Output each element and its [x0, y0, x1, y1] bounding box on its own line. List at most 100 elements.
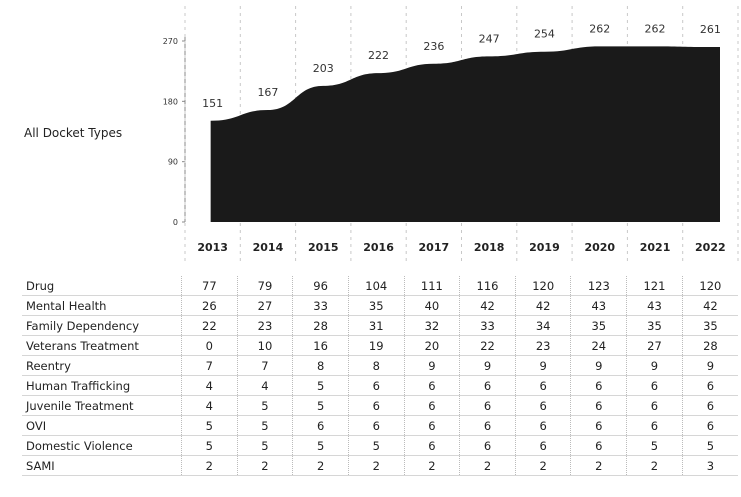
table-cell: 43: [570, 295, 627, 316]
table-cell: 6: [681, 415, 738, 436]
data-label: 203: [313, 62, 334, 75]
table-cell: 23: [514, 335, 571, 356]
table-cell: 24: [570, 335, 627, 356]
table-cell: 6: [403, 415, 460, 436]
table-cell: 42: [681, 295, 738, 316]
x-tick-label: 2016: [363, 241, 394, 254]
table-cell: 8: [347, 355, 405, 376]
x-tick-label: 2017: [419, 241, 450, 254]
table-cell: 5: [236, 415, 293, 436]
table-cell: 16: [292, 335, 349, 356]
table-cell: 22: [181, 315, 238, 336]
data-labels: 151 167 203 222 236 247 254 262 262 261: [202, 22, 721, 109]
table-cell: 32: [403, 315, 460, 336]
table-cell: 6: [347, 415, 405, 436]
data-label: 247: [479, 32, 500, 45]
x-tick-label: 2020: [584, 241, 615, 254]
table-cell: 23: [236, 315, 293, 336]
data-label: 236: [423, 40, 444, 53]
table-cell: 4: [181, 375, 238, 396]
table-cell: 0: [181, 335, 238, 356]
table-cell: 120: [681, 276, 738, 296]
row-label: SAMI: [22, 455, 182, 476]
row-label: Family Dependency: [22, 315, 182, 336]
table-row: Human Trafficking 4 4 5 6 6 6 6 6 6 6: [22, 375, 738, 396]
table-cell: 9: [570, 355, 627, 376]
table-cell: 35: [347, 295, 405, 316]
table-cell: 35: [570, 315, 627, 336]
table-cell: 5: [181, 435, 238, 456]
table-row: Juvenile Treatment 4 5 5 6 6 6 6 6 6 6: [22, 395, 738, 416]
table-row: Domestic Violence 5 5 5 5 6 6 6 6 5 5: [22, 435, 738, 456]
y-axis: 0 90 180 270: [163, 37, 186, 227]
table-cell: 5: [626, 435, 683, 456]
table-cell: 27: [236, 295, 293, 316]
table-cell: 19: [347, 335, 405, 356]
table-cell: 2: [514, 455, 571, 476]
table-cell: 7: [236, 355, 293, 376]
table-cell: 9: [403, 355, 460, 376]
table-cell: 33: [459, 315, 516, 336]
table-cell: 5: [681, 435, 738, 456]
x-tick-label: 2014: [253, 241, 284, 254]
table-cell: 2: [459, 455, 516, 476]
row-label: Reentry: [22, 355, 182, 376]
table-row: Mental Health 26 27 33 35 40 42 42 43 43 42: [22, 295, 738, 316]
data-label: 262: [589, 22, 610, 35]
table-cell: 2: [347, 455, 405, 476]
x-tick-label: 2021: [640, 241, 671, 254]
table-cell: 20: [403, 335, 460, 356]
y-tick-label: 180: [163, 97, 178, 106]
table-cell: 3: [681, 455, 738, 476]
table-cell: 6: [626, 415, 683, 436]
table-cell: 6: [347, 395, 405, 416]
table-cell: 6: [459, 415, 516, 436]
table-cell: 22: [459, 335, 516, 356]
table-cell: 96: [292, 276, 349, 296]
table-cell: 4: [236, 375, 293, 396]
row-label: Juvenile Treatment: [22, 395, 182, 416]
table-row: Family Dependency 22 23 28 31 32 33 34 35 35 35: [22, 315, 738, 336]
table-row: Veterans Treatment 0 10 16 19 20 22 23 24 27 28: [22, 335, 738, 356]
y-tick-label: 0: [173, 218, 178, 227]
table-cell: 104: [347, 276, 405, 296]
table-cell: 120: [514, 276, 571, 296]
table-row: Reentry 7 7 8 8 9 9 9 9 9 9: [22, 355, 738, 376]
data-label: 262: [645, 22, 666, 35]
table-cell: 28: [292, 315, 349, 336]
data-label: 254: [534, 28, 555, 41]
row-label: Veterans Treatment: [22, 335, 182, 356]
table-cell: 33: [292, 295, 349, 316]
area-chart: 0 90 180 270 151 167 203 222 236 247 254 262 262 261…: [163, 6, 739, 262]
table-cell: 121: [626, 276, 683, 296]
table-cell: 10: [236, 335, 293, 356]
table-cell: 6: [570, 435, 627, 456]
table-cell: 28: [681, 335, 738, 356]
y-tick-label: 90: [168, 158, 178, 167]
table-cell: 43: [626, 295, 683, 316]
table-cell: 6: [681, 395, 738, 416]
table-cell: 6: [570, 395, 627, 416]
table-cell: 42: [514, 295, 571, 316]
table-cell: 6: [403, 435, 460, 456]
table-row: Drug 77 79 96 104 111 116 120 123 121 120: [22, 276, 738, 296]
table-cell: 6: [626, 375, 683, 396]
x-tick-label: 2015: [308, 241, 339, 254]
table-cell: 9: [626, 355, 683, 376]
table-cell: 6: [459, 435, 516, 456]
table-cell: 6: [570, 375, 627, 396]
table-cell: 5: [181, 415, 238, 436]
table-cell: 5: [236, 435, 293, 456]
table-cell: 2: [626, 455, 683, 476]
table-cell: 6: [514, 395, 571, 416]
row-label: Drug: [22, 276, 182, 296]
data-label: 167: [257, 86, 278, 99]
table-cell: 2: [570, 455, 627, 476]
table-cell: 6: [292, 415, 349, 436]
table-cell: 31: [347, 315, 405, 336]
table-cell: 6: [514, 435, 571, 456]
data-label: 151: [202, 97, 223, 110]
table-cell: 35: [681, 315, 738, 336]
x-tick-label: 2018: [474, 241, 505, 254]
table-cell: 7: [181, 355, 238, 376]
